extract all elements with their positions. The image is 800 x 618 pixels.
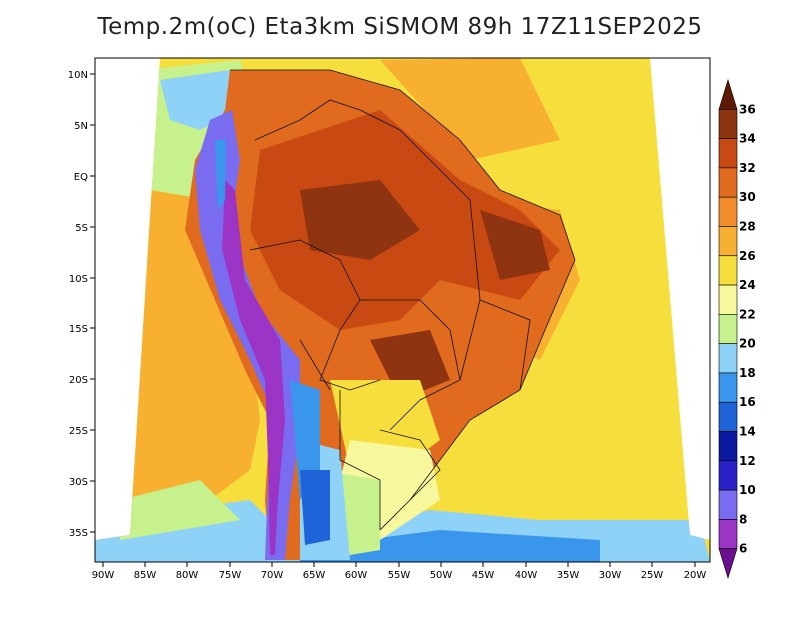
temperature-field <box>95 58 710 562</box>
x-tick-label: 90W <box>92 562 115 581</box>
svg-text:90W: 90W <box>92 570 115 581</box>
colorbar-label: 16 <box>739 395 756 409</box>
colorbar-swatch <box>718 226 738 257</box>
colorbar-swatch <box>718 401 738 432</box>
svg-text:35W: 35W <box>557 570 580 581</box>
svg-text:30S: 30S <box>69 477 88 488</box>
colorbar-label: 28 <box>739 219 756 233</box>
map-frame <box>94 57 711 563</box>
y-tick-label: 5N <box>74 121 95 132</box>
x-tick-label: 50W <box>430 562 453 581</box>
y-tick-label: 5S <box>75 223 95 234</box>
svg-text:10S: 10S <box>69 274 88 285</box>
colorbar-label: 34 <box>739 132 756 146</box>
x-tick-label: 75W <box>219 562 242 581</box>
x-tick-label: 85W <box>134 562 157 581</box>
svg-text:15S: 15S <box>69 324 88 335</box>
y-axis: 10N 5N EQ 5S 10S 15S 20S 25S 30S 35S <box>68 70 95 539</box>
svg-text:60W: 60W <box>345 570 368 581</box>
colorbar: 6 8 10 12 14 16 18 20 22 24 26 28 30 32 34 36 <box>718 78 756 580</box>
svg-text:5N: 5N <box>74 121 88 132</box>
x-tick-label: 80W <box>176 562 199 581</box>
colorbar-label: 24 <box>739 278 756 292</box>
colorbar-swatch <box>718 519 738 550</box>
colorbar-label: 32 <box>739 161 756 175</box>
y-tick-label: 10S <box>69 274 95 285</box>
svg-text:45W: 45W <box>472 570 495 581</box>
svg-text:25S: 25S <box>69 426 88 437</box>
colorbar-label: 36 <box>739 102 756 116</box>
colorbar-swatch <box>718 78 738 110</box>
svg-text:70W: 70W <box>261 570 284 581</box>
x-tick-label: 30W <box>599 562 622 581</box>
colorbar-swatch <box>718 167 738 198</box>
svg-text:35S: 35S <box>69 528 88 539</box>
y-tick-label: 35S <box>69 528 95 539</box>
colorbar-label: 30 <box>739 190 756 204</box>
colorbar-swatch <box>718 460 738 491</box>
svg-text:EQ: EQ <box>74 172 88 183</box>
svg-text:80W: 80W <box>176 570 199 581</box>
colorbar-label: 6 <box>739 542 747 556</box>
colorbar-swatch <box>718 548 738 580</box>
colorbar-label: 10 <box>739 483 756 497</box>
colorbar-swatch <box>718 489 738 520</box>
svg-text:5S: 5S <box>75 223 88 234</box>
y-tick-label: 30S <box>69 477 95 488</box>
svg-text:75W: 75W <box>219 570 242 581</box>
svg-text:20S: 20S <box>69 375 88 386</box>
x-tick-label: 45W <box>472 562 495 581</box>
y-tick-label: 10N <box>68 70 95 81</box>
colorbar-label: 18 <box>739 366 756 380</box>
colorbar-label: 22 <box>739 307 756 321</box>
svg-text:10N: 10N <box>68 70 88 81</box>
y-tick-label: 25S <box>69 426 95 437</box>
colorbar-swatch <box>718 314 738 344</box>
colorbar-swatch <box>718 196 738 227</box>
colorbar-swatch <box>718 255 738 286</box>
y-tick-label: 15S <box>69 324 95 335</box>
colorbar-label: 12 <box>739 454 756 468</box>
colorbar-label: 14 <box>739 425 756 439</box>
colorbar-swatch <box>718 431 738 462</box>
colorbar-swatch <box>718 284 738 315</box>
colorbar-swatch <box>718 108 738 139</box>
x-tick-label: 60W <box>345 562 368 581</box>
svg-text:55W: 55W <box>388 570 411 581</box>
x-tick-label: 20W <box>684 562 707 581</box>
svg-text:25W: 25W <box>641 570 664 581</box>
x-tick-label: 40W <box>515 562 538 581</box>
y-tick-label: EQ <box>74 172 95 183</box>
x-tick-label: 70W <box>261 562 284 581</box>
x-tick-label: 35W <box>557 562 580 581</box>
colorbar-label: 26 <box>739 249 756 263</box>
x-tick-label: 65W <box>303 562 326 581</box>
svg-text:40W: 40W <box>515 570 538 581</box>
y-tick-label: 20S <box>69 375 95 386</box>
svg-text:30W: 30W <box>599 570 622 581</box>
colorbar-swatch <box>718 138 738 169</box>
colorbar-swatch <box>718 372 738 403</box>
x-tick-label: 55W <box>388 562 411 581</box>
colorbar-label: 20 <box>739 337 756 351</box>
x-tick-label: 25W <box>641 562 664 581</box>
x-axis: 90W 85W 80W 75W 70W 65W 60W 55W 50W 45W … <box>92 562 707 581</box>
svg-text:20W: 20W <box>684 570 707 581</box>
country-borders <box>230 69 576 531</box>
svg-text:65W: 65W <box>303 570 326 581</box>
svg-text:85W: 85W <box>134 570 157 581</box>
colorbar-swatch <box>718 343 738 374</box>
svg-text:50W: 50W <box>430 570 453 581</box>
colorbar-label: 8 <box>739 512 747 526</box>
chart-title: Temp.2m(oC) Eta3km SiSMOM 89h 17Z11SEP20… <box>97 14 703 40</box>
